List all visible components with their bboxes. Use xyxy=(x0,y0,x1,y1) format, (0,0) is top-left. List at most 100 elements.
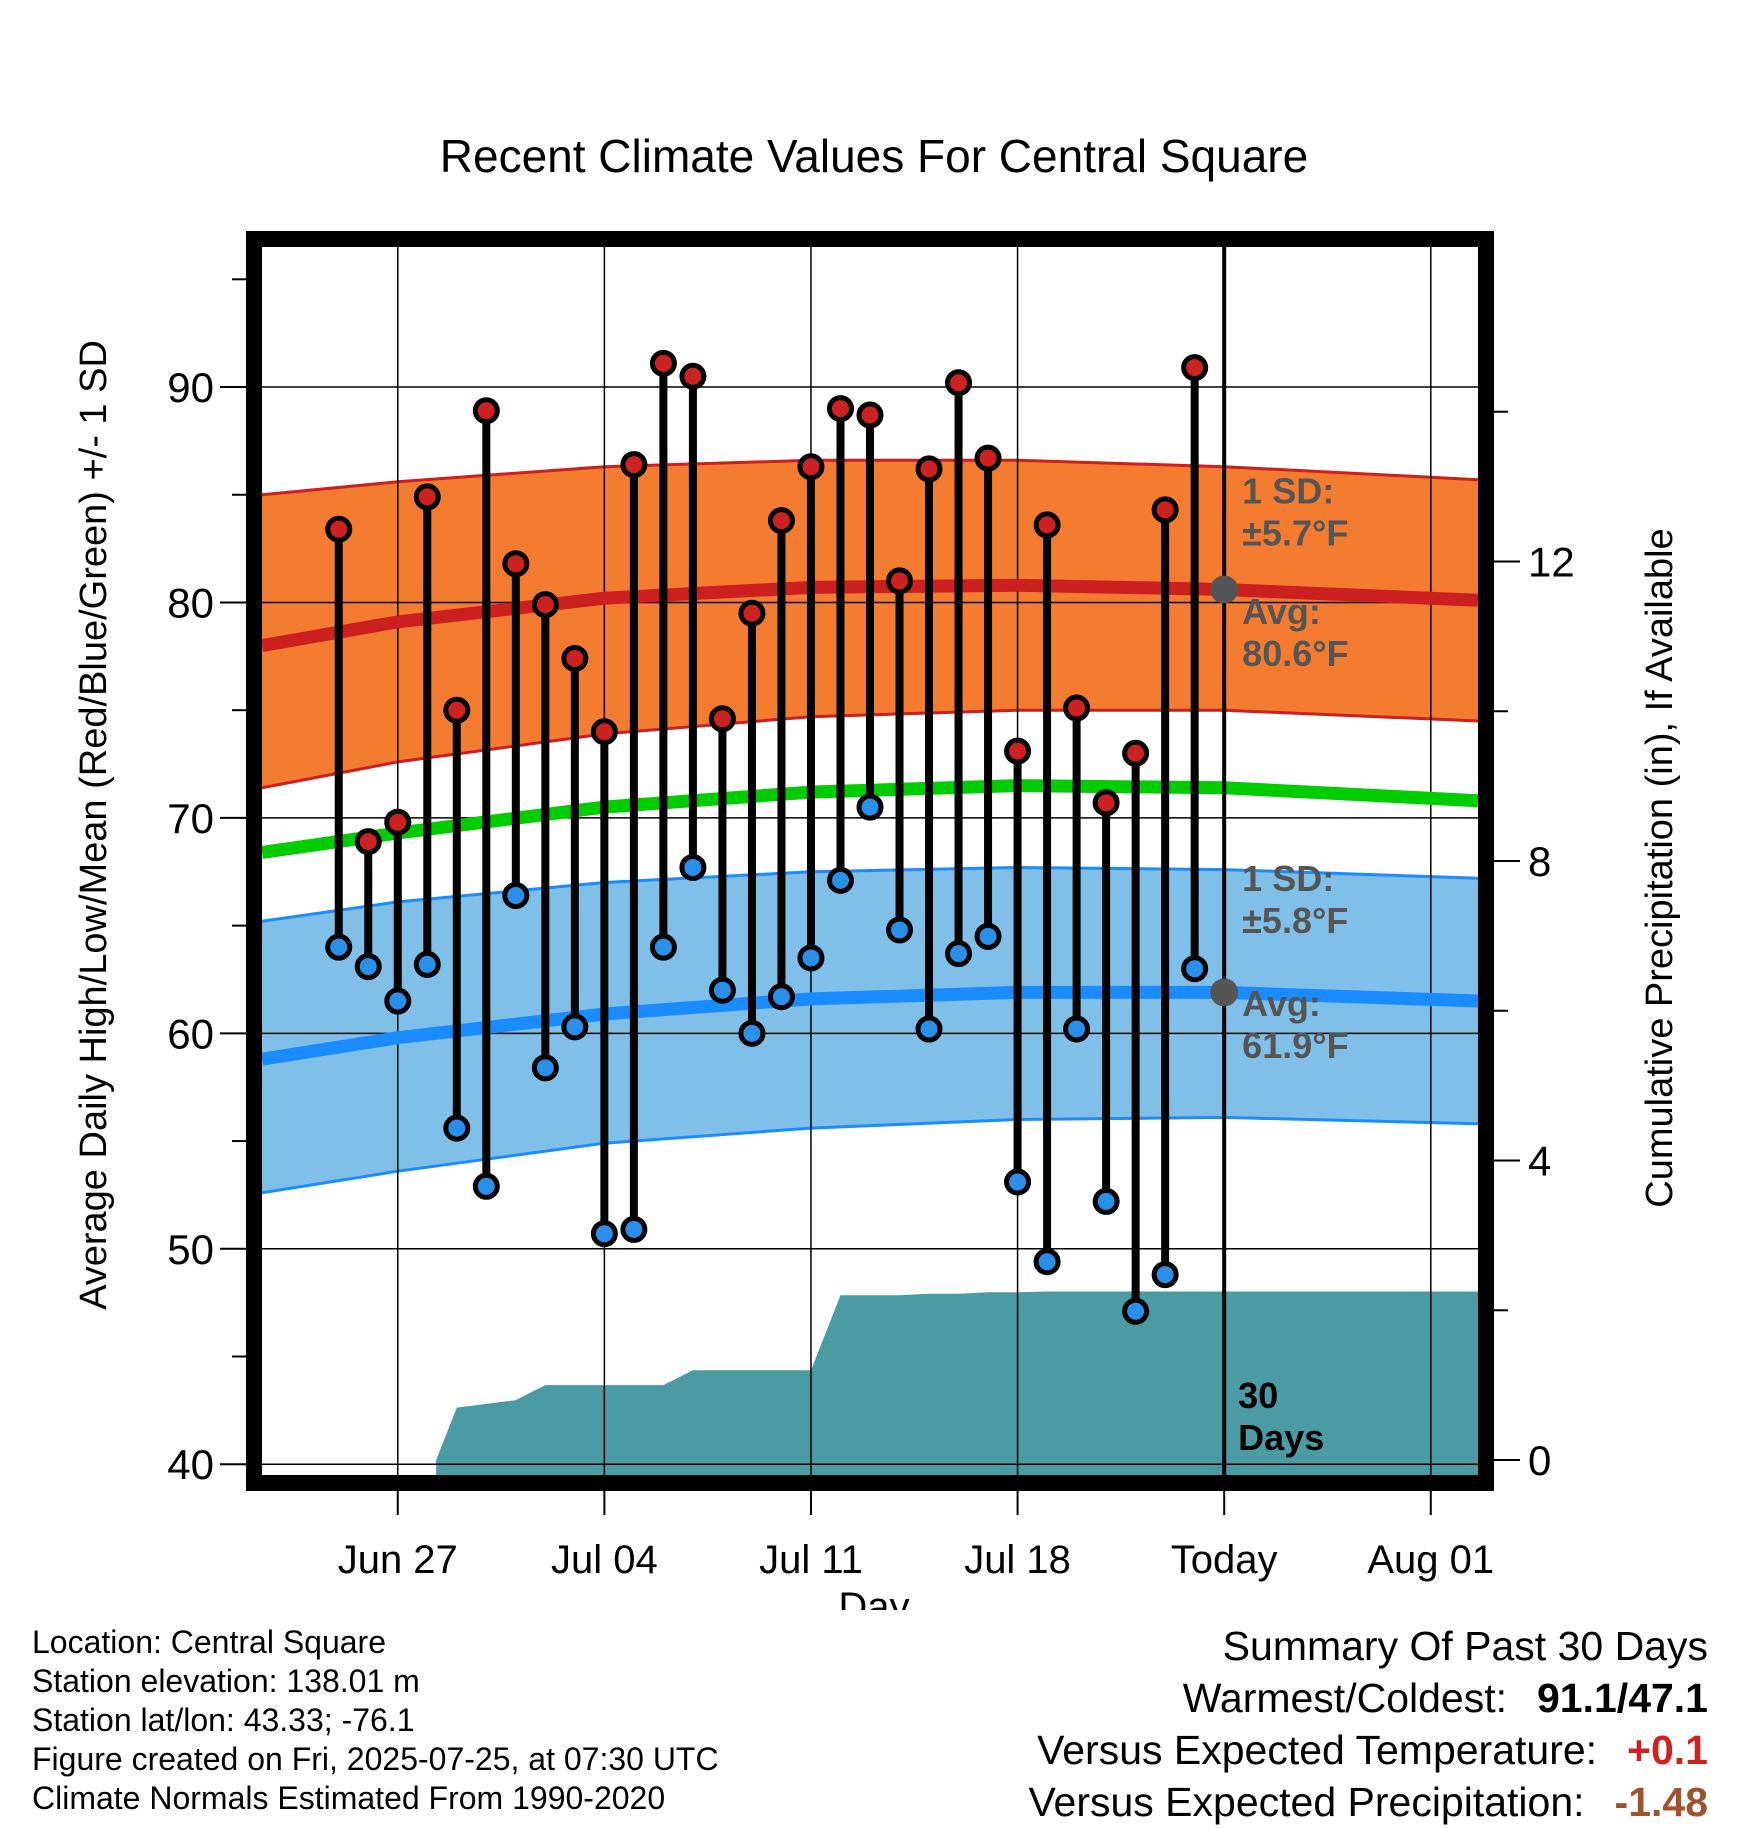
daily-high-point xyxy=(708,705,736,733)
daily-low-point xyxy=(1151,1261,1179,1289)
daily-low-point xyxy=(1004,1168,1032,1196)
daily-high-point xyxy=(797,453,825,481)
daily-high-point xyxy=(886,567,914,595)
daily-low-point xyxy=(945,940,973,968)
daily-low-point xyxy=(915,1015,943,1043)
y-axis-label: Average Daily High/Low/Mean (Red/Blue/Gr… xyxy=(73,340,115,1310)
precipitation-departure-label: Versus Expected Precipitation: xyxy=(1028,1779,1585,1825)
period-annotation: 30 xyxy=(1238,1375,1278,1416)
daily-high-point xyxy=(1122,739,1150,767)
daily-low-point xyxy=(502,881,530,909)
temperature-departure-value: +0.1 xyxy=(1627,1727,1708,1773)
low-avg-annotation: Avg: xyxy=(1242,983,1321,1024)
summary-title: Summary Of Past 30 Days xyxy=(1222,1623,1708,1669)
warmest-coldest-row: Warmest/Coldest: 91.1/47.1 xyxy=(1028,1672,1708,1724)
daily-high-point xyxy=(413,483,441,511)
station-info: Location: Central Square Station elevati… xyxy=(32,1623,719,1818)
y-tick-label: 60 xyxy=(167,1010,214,1057)
warmest-coldest-label: Warmest/Coldest: xyxy=(1182,1675,1507,1721)
daily-high-point xyxy=(472,397,500,425)
daily-high-point xyxy=(945,369,973,397)
y2-tick-label: 12 xyxy=(1528,538,1575,585)
daily-low-point xyxy=(1122,1297,1150,1325)
y-tick-label: 40 xyxy=(167,1441,214,1488)
daily-high-point xyxy=(738,599,766,627)
x-tick-label: Jul 04 xyxy=(551,1538,658,1582)
y2-axis-label: Cumulative Precipitation (in), If Availa… xyxy=(1639,528,1681,1207)
daily-high-point xyxy=(502,550,530,578)
daily-low-point xyxy=(384,987,412,1015)
daily-high-point xyxy=(354,828,382,856)
x-axis-label: Day xyxy=(838,1585,909,1610)
daily-high-point xyxy=(1063,694,1091,722)
high-sd-annotation: 1 SD: xyxy=(1242,470,1334,511)
daily-high-point xyxy=(443,696,471,724)
x-tick-label: Jul 11 xyxy=(759,1538,863,1582)
daily-high-point xyxy=(1033,511,1061,539)
elevation-text: Station elevation: 138.01 m xyxy=(32,1663,420,1699)
daily-high-point xyxy=(826,395,854,423)
daily-low-point xyxy=(354,953,382,981)
daily-low-point xyxy=(679,853,707,881)
low-sd-annotation: ±5.8°F xyxy=(1242,900,1348,941)
daily-low-point xyxy=(531,1054,559,1082)
daily-low-point xyxy=(590,1220,618,1248)
daily-high-point xyxy=(915,455,943,483)
y-tick-label: 80 xyxy=(167,579,214,626)
daily-high-point xyxy=(1151,496,1179,524)
latlon-text: Station lat/lon: 43.33; -76.1 xyxy=(32,1702,415,1738)
y-tick-label: 70 xyxy=(167,795,214,842)
daily-high-point xyxy=(620,451,648,479)
daily-high-point xyxy=(767,507,795,535)
daily-low-point xyxy=(472,1172,500,1200)
x-tick-label: Aug 01 xyxy=(1367,1538,1494,1582)
daily-low-point xyxy=(1092,1187,1120,1215)
location-text: Location: Central Square xyxy=(32,1624,386,1660)
today-avg-high-marker xyxy=(1210,575,1239,604)
y-tick-label: 90 xyxy=(167,364,214,411)
plot-content xyxy=(262,247,1478,1475)
y2-tick-label: 0 xyxy=(1528,1437,1551,1484)
y2-tick-label: 8 xyxy=(1528,838,1551,885)
x-tick-label: Jul 18 xyxy=(964,1538,1071,1582)
daily-high-point xyxy=(1004,737,1032,765)
daily-high-point xyxy=(679,362,707,390)
daily-high-point xyxy=(1092,789,1120,817)
daily-low-point xyxy=(797,944,825,972)
daily-low-point xyxy=(856,793,884,821)
daily-low-point xyxy=(325,933,353,961)
daily-high-point xyxy=(590,718,618,746)
cumulative-precipitation-area xyxy=(436,1291,1478,1475)
daily-low-point xyxy=(443,1114,471,1142)
plot-frame xyxy=(246,231,1494,1491)
y-tick-label: 50 xyxy=(167,1226,214,1273)
daily-low-point xyxy=(1063,1015,1091,1043)
daily-high-point xyxy=(1181,354,1209,382)
daily-high-point xyxy=(649,349,677,377)
daily-low-point xyxy=(1033,1248,1061,1276)
normals-text: Climate Normals Estimated From 1990-2020 xyxy=(32,1780,666,1816)
daily-high-point xyxy=(325,515,353,543)
x-tick-label: Jun 27 xyxy=(338,1538,458,1582)
y2-tick-label: 4 xyxy=(1528,1138,1551,1185)
low-sd-annotation: 1 SD: xyxy=(1242,858,1334,899)
daily-low-point xyxy=(620,1215,648,1243)
daily-high-point xyxy=(561,644,589,672)
precipitation-departure-row: Versus Expected Precipitation: -1.48 xyxy=(1028,1776,1708,1828)
daily-low-point xyxy=(708,976,736,1004)
high-avg-annotation: Avg: xyxy=(1242,591,1321,632)
today-avg-low-marker xyxy=(1210,978,1239,1007)
precipitation-departure-value: -1.48 xyxy=(1614,1779,1708,1825)
high-sd-annotation: ±5.7°F xyxy=(1242,512,1348,553)
daily-low-point xyxy=(886,916,914,944)
daily-low-point xyxy=(649,933,677,961)
daily-high-point xyxy=(531,591,559,619)
period-annotation: Days xyxy=(1238,1417,1324,1458)
temperature-departure-row: Versus Expected Temperature: +0.1 xyxy=(1028,1724,1708,1776)
daily-low-point xyxy=(826,866,854,894)
x-tick-label: Today xyxy=(1171,1538,1278,1582)
chart-title: Recent Climate Values For Central Square xyxy=(440,130,1308,182)
daily-low-point xyxy=(974,922,1002,950)
daily-low-point xyxy=(413,950,441,978)
